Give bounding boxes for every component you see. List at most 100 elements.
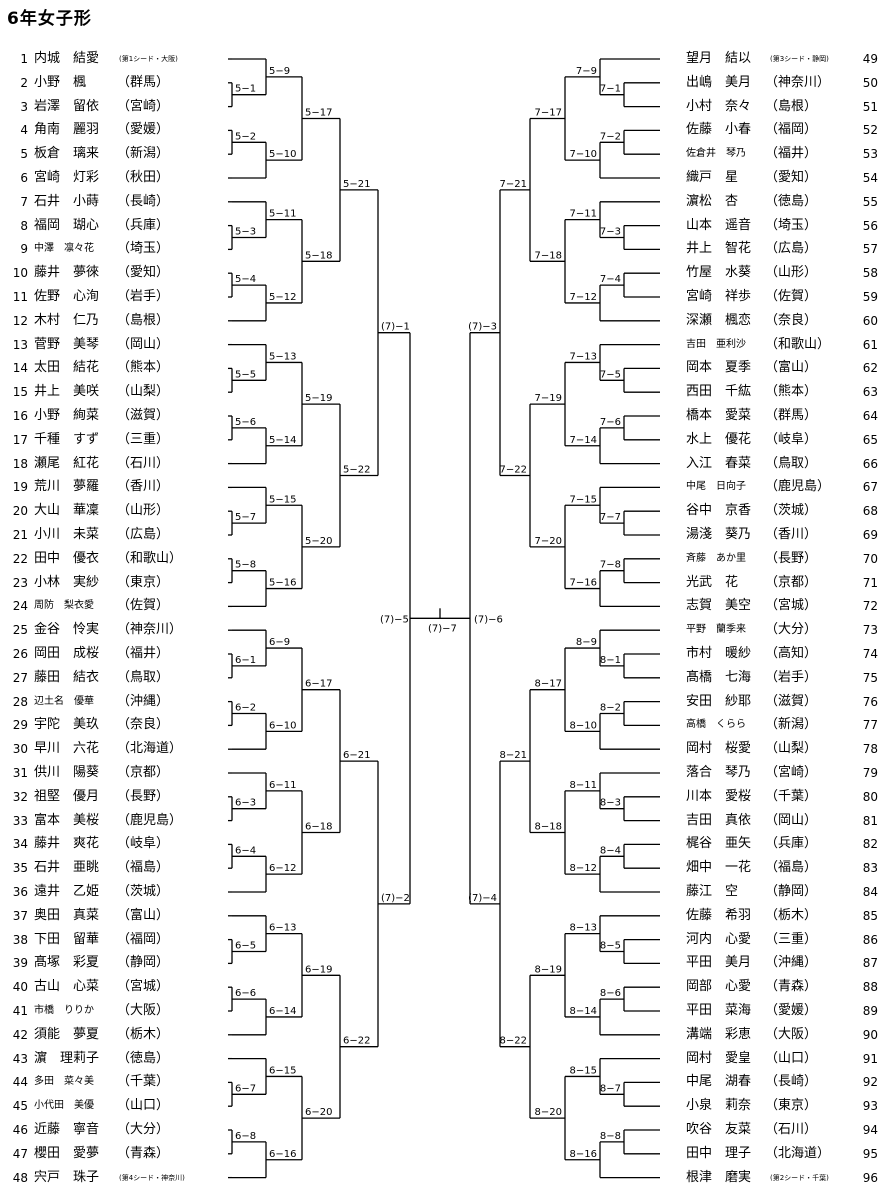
match-label: 7−13: [570, 351, 597, 362]
match-label: 5−11: [269, 209, 296, 220]
player-number: 93: [862, 1099, 878, 1114]
match-label: 6−7: [235, 1083, 256, 1094]
match-label: 8−4: [600, 845, 621, 856]
player-name: 小村 奈々: [686, 98, 752, 114]
match-label: 6−21: [343, 750, 370, 761]
player-prefecture: （茨城）: [765, 503, 818, 519]
player-prefecture: （広島）: [765, 241, 818, 257]
player-name: 濵 理莉子: [34, 1050, 100, 1066]
match-label: 7−19: [535, 393, 562, 404]
player-row: 48 宍戸 珠子 (第4シード・神奈川): [0, 1168, 890, 1188]
player-prefecture: （岩手）: [765, 669, 818, 685]
match-label: 6−3: [235, 798, 256, 809]
player-row: 41 市橋 りりか （大阪）: [0, 1001, 890, 1021]
player-name: 小林 実紗: [34, 574, 100, 590]
player-number: 20: [12, 504, 28, 519]
player-number: 7: [20, 194, 28, 209]
player-number: 30: [12, 742, 28, 757]
player-number: 88: [862, 980, 878, 995]
player-prefecture: （茨城）: [117, 884, 170, 899]
match-label: 6−17: [305, 679, 332, 690]
player-prefecture: （大分）: [117, 1122, 170, 1137]
player-prefecture: （兵庫）: [117, 217, 170, 233]
player-name: 祖堅 優月: [34, 788, 100, 804]
player-prefecture: （大阪）: [765, 1026, 818, 1042]
player-prefecture: （神奈川）: [117, 622, 183, 638]
player-prefecture: （埼玉）: [765, 217, 818, 233]
match-label: 7−4: [600, 274, 621, 285]
player-name: 宮崎 灯彩: [34, 170, 100, 185]
player-prefecture: （静岡）: [765, 884, 818, 899]
player-prefecture: （山形）: [765, 265, 818, 281]
player-prefecture: （石川）: [117, 455, 170, 471]
match-label: 5−19: [305, 393, 332, 404]
player-number: 35: [12, 861, 28, 876]
player-name: 宮崎 祥歩: [686, 289, 752, 304]
player-row: 27 藤田 結衣 （鳥取）: [0, 668, 890, 688]
player-row: 中尾 日向子 （鹿児島） 67: [0, 477, 890, 497]
player-prefecture: （沖縄）: [765, 955, 818, 971]
player-name: 菅野 美琴: [34, 336, 100, 352]
player-row: 濵松 杏 （徳島） 55: [0, 192, 890, 212]
match-label: 6−18: [305, 822, 332, 833]
player-number: 31: [12, 766, 28, 780]
match-label: 7−2: [600, 131, 621, 142]
match-label: 6−9: [269, 637, 290, 648]
player-number: 69: [862, 528, 878, 542]
player-row: 志賀 美空 （宮城） 72: [0, 596, 890, 616]
player-number: 72: [862, 599, 878, 614]
player-name: 小野 絢菜: [34, 408, 100, 423]
player-prefecture: （熊本）: [765, 384, 818, 400]
match-label: 8−6: [600, 988, 621, 999]
player-prefecture: (第4シード・神奈川): [119, 1173, 185, 1182]
player-number: 92: [862, 1075, 878, 1090]
player-prefecture: （香川）: [117, 479, 170, 495]
player-name: 岡本 夏季: [686, 360, 752, 376]
player-number: 37: [12, 908, 28, 923]
player-name: 富本 美桜: [34, 812, 100, 828]
player-number: 74: [862, 647, 878, 661]
player-name: 岡田 成桜: [34, 646, 100, 661]
player-name: 藤井 夢徠: [34, 265, 100, 281]
match-label: 8−15: [570, 1065, 597, 1076]
player-number: 48: [12, 1170, 28, 1185]
player-name: 市橋 りりか: [34, 1005, 94, 1016]
match-label: 8−12: [570, 863, 597, 874]
player-number: 8: [20, 218, 28, 233]
player-prefecture: （沖縄）: [117, 693, 170, 709]
player-row: 佐藤 希羽 （栃木） 85: [0, 906, 890, 926]
player-row: 深瀬 楓恋 （奈良） 60: [0, 311, 890, 331]
player-prefecture: （兵庫）: [765, 836, 818, 852]
player-number: 58: [862, 266, 878, 281]
player-name: 小野 楓: [34, 74, 87, 90]
player-number: 25: [12, 623, 28, 638]
match-label: 6−13: [269, 923, 296, 934]
match-label: 5−10: [269, 149, 296, 160]
match-label: 5−15: [269, 494, 296, 505]
player-name: 髙橋 七海: [686, 669, 752, 685]
player-name: 畑中 一花: [686, 860, 752, 876]
player-number: 40: [12, 980, 28, 995]
player-row: 高橋 くらら （新潟） 77: [0, 715, 890, 735]
player-prefecture: （東京）: [765, 1098, 818, 1114]
player-prefecture: （北海道）: [117, 741, 183, 757]
match-label: (7)−4: [468, 893, 497, 904]
player-name: 石井 小蒔: [34, 193, 100, 209]
player-prefecture: （岐阜）: [765, 431, 818, 447]
player-prefecture: （奈良）: [765, 312, 818, 328]
player-row: 市村 暖紗 （高知） 74: [0, 644, 890, 664]
player-row: 17 千種 すず （三重）: [0, 430, 890, 450]
player-prefecture: （宮城）: [117, 979, 170, 995]
player-prefecture: （青森）: [765, 979, 818, 995]
match-label: 8−11: [570, 780, 597, 791]
player-prefecture: （山口）: [765, 1050, 818, 1066]
match-label: 5−6: [235, 417, 256, 428]
match-label: 5−3: [235, 227, 256, 238]
player-number: 52: [862, 123, 878, 138]
player-row: 平田 美月 （沖縄） 87: [0, 953, 890, 973]
player-prefecture: （岩手）: [117, 289, 170, 304]
player-row: 畑中 一花 （福島） 83: [0, 858, 890, 878]
player-row: 斉藤 あか里 （長野） 70: [0, 549, 890, 569]
player-row: 髙橋 七海 （岩手） 75: [0, 668, 890, 688]
player-prefecture: （鳥取）: [117, 669, 170, 685]
